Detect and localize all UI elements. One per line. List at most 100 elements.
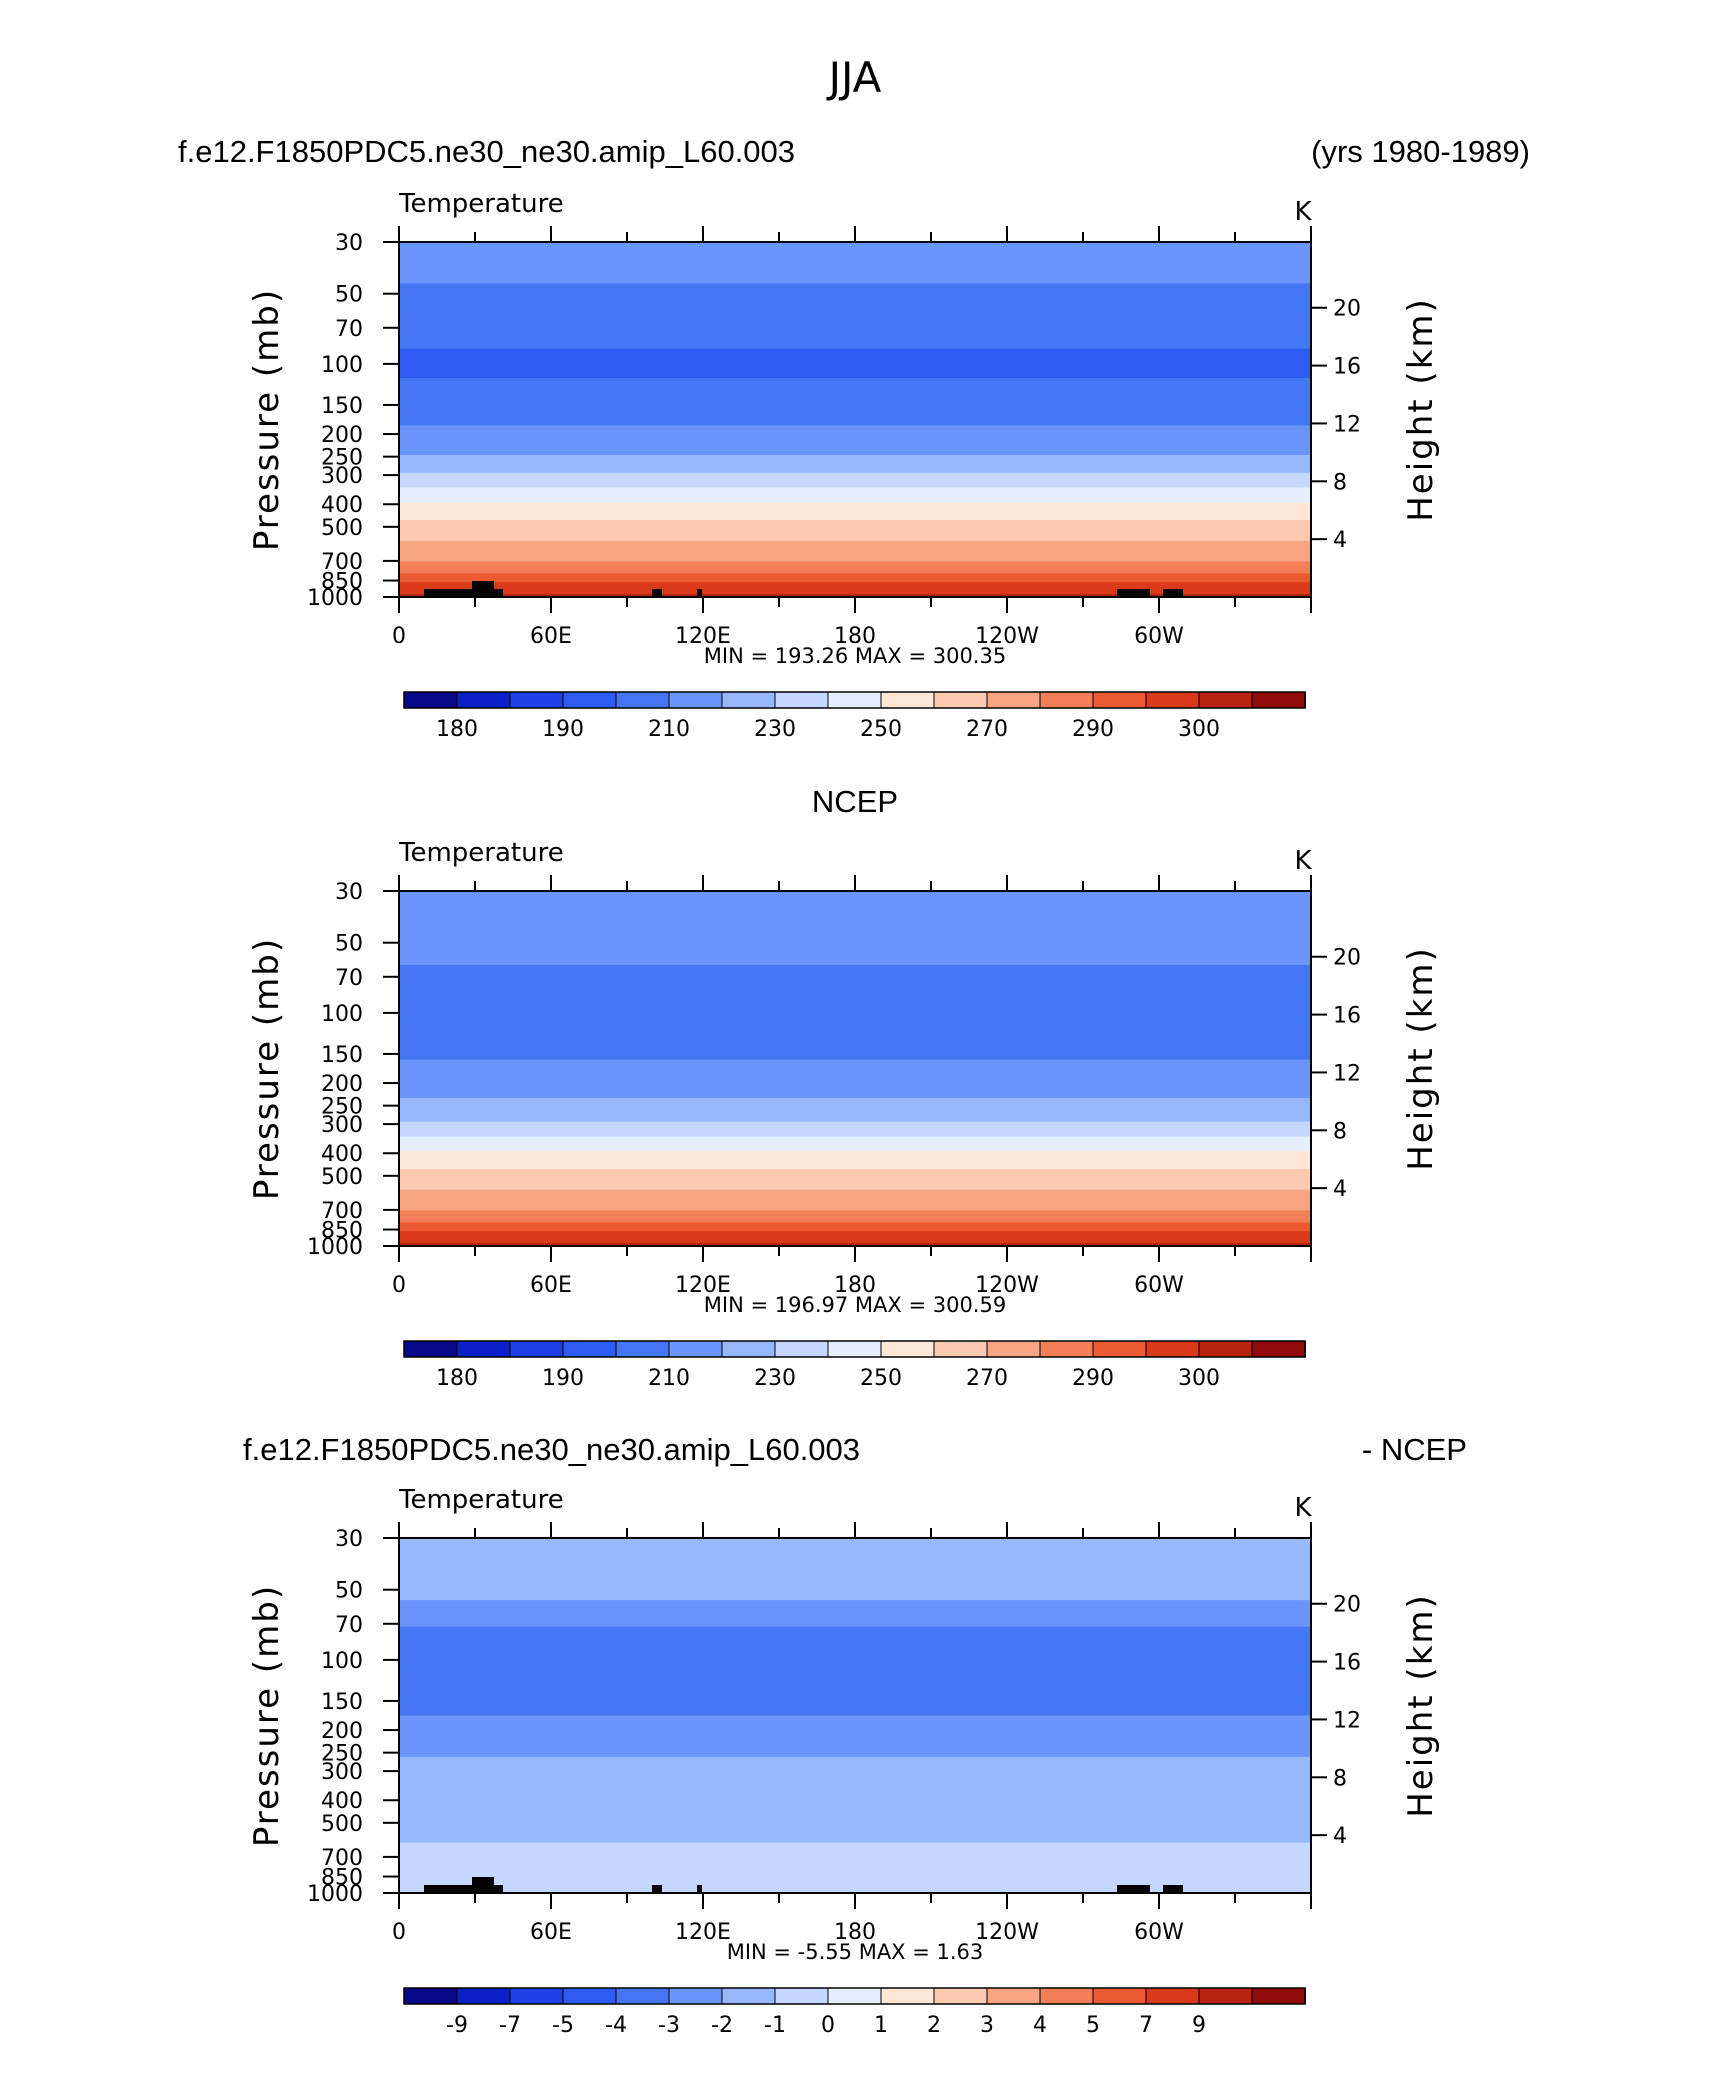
- colorbar-swatch: [615, 691, 670, 709]
- contour-band: [399, 372, 1311, 376]
- contour-band: [399, 531, 1311, 536]
- contour-band: [399, 585, 1311, 589]
- contour-band: [399, 1824, 1311, 1829]
- contour-band: [399, 1777, 1311, 1782]
- contour-band: [399, 298, 1311, 302]
- min-max-label: MIN = 193.26 MAX = 300.35: [704, 644, 1006, 668]
- contour-band: [399, 265, 1311, 270]
- topography-mask: [472, 1877, 494, 1893]
- contour-band: [399, 1671, 1311, 1675]
- pressure-tick-label: 700: [321, 1199, 363, 1224]
- contour-band: [399, 1697, 1311, 1702]
- contour-band: [399, 1585, 1311, 1589]
- lon-tick-label: 60W: [1134, 1273, 1184, 1298]
- lon-tick-label: 60E: [530, 1920, 572, 1945]
- contour-band: [399, 502, 1311, 506]
- lon-tick-label: 120E: [675, 624, 731, 649]
- pressure-tick-label: 250: [321, 1742, 363, 1767]
- colorbar-swatch: [774, 691, 829, 709]
- contour-band: [399, 1074, 1311, 1078]
- contour-band: [399, 351, 1311, 356]
- colorbar-swatch: [827, 691, 882, 709]
- pressure-tick-label: 500: [321, 516, 363, 541]
- colorbar-label: 210: [648, 717, 690, 742]
- contour-band: [399, 1851, 1311, 1856]
- lon-tick-label: 0: [392, 1920, 406, 1945]
- contour-band: [399, 443, 1311, 447]
- colorbar-swatch: [721, 1987, 776, 2005]
- contour-band: [399, 1745, 1311, 1749]
- contour-band: [399, 570, 1311, 574]
- contour-band: [399, 1175, 1311, 1179]
- contour-band: [399, 1842, 1311, 1847]
- contour-band: [399, 1774, 1311, 1779]
- colorbar-swatch: [880, 1987, 935, 2005]
- contour-band: [399, 410, 1311, 415]
- topography-mask: [492, 1885, 503, 1893]
- contour-band: [399, 1635, 1311, 1640]
- colorbar-label: 230: [754, 1366, 796, 1391]
- topography-mask: [424, 589, 478, 597]
- contour-band: [399, 1617, 1311, 1622]
- contour-band: [399, 469, 1311, 474]
- contour-band: [399, 914, 1311, 919]
- colorbar-label: 180: [436, 1366, 478, 1391]
- contour-band: [399, 558, 1311, 563]
- contour-band: [399, 1736, 1311, 1740]
- height-tick-label: 16: [1333, 355, 1361, 380]
- contour-band: [399, 487, 1311, 492]
- topography-mask: [424, 1885, 478, 1893]
- contour-band: [399, 1659, 1311, 1663]
- height-tick-label: 20: [1333, 946, 1361, 971]
- contour-band: [399, 292, 1311, 296]
- contour-band: [399, 1830, 1311, 1835]
- contour-band: [399, 1881, 1311, 1885]
- contour-band: [399, 304, 1311, 308]
- contour-band: [399, 1543, 1311, 1548]
- height-tick-label: 12: [1333, 1061, 1361, 1086]
- contour-band: [399, 997, 1311, 1002]
- contour-band: [399, 1771, 1311, 1776]
- lon-tick-label: 60W: [1134, 624, 1184, 649]
- contour-band: [399, 1662, 1311, 1666]
- topography-mask: [1117, 1885, 1150, 1893]
- pressure-tick-label: 150: [321, 1043, 363, 1068]
- contour-band: [399, 434, 1311, 438]
- season-title: JJA: [826, 53, 882, 102]
- colorbar-swatch: [1092, 1987, 1147, 2005]
- contour-band: [399, 1641, 1311, 1646]
- contour-band: [399, 540, 1311, 545]
- colorbar-swatch: [721, 1340, 776, 1358]
- contour-band: [399, 1080, 1311, 1084]
- min-max-label: MIN = -5.55 MAX = 1.63: [727, 1940, 984, 1964]
- contour-band: [399, 1603, 1311, 1607]
- contour-band: [399, 594, 1311, 598]
- contour-band: [399, 431, 1311, 435]
- contour-band: [399, 1638, 1311, 1643]
- colorbar-label: 300: [1178, 717, 1220, 742]
- lon-tick-label: 120W: [975, 624, 1039, 649]
- left-axis-label: Pressure (mb): [247, 937, 287, 1200]
- contour-band: [399, 1124, 1311, 1129]
- colorbar-label: -9: [446, 2013, 468, 2038]
- contour-band: [399, 1222, 1311, 1226]
- pressure-tick-label: 850: [321, 570, 363, 595]
- pressure-tick-label: 70: [335, 1613, 363, 1638]
- contour-band: [399, 1546, 1311, 1551]
- contour-band: [399, 1582, 1311, 1586]
- contour-band: [399, 452, 1311, 456]
- panel-title: Temperature: [398, 1485, 564, 1515]
- contour-band: [399, 1739, 1311, 1743]
- contour-band: [399, 1748, 1311, 1752]
- colorbar-swatch: [986, 1987, 1041, 2005]
- contour-band: [399, 1857, 1311, 1862]
- contour-band: [399, 1240, 1311, 1244]
- contour-band: [399, 994, 1311, 999]
- contour-band: [399, 1030, 1311, 1034]
- contour-band: [399, 938, 1311, 942]
- contour-band: [399, 1644, 1311, 1649]
- contour-band: [399, 407, 1311, 412]
- pressure-tick-label: 850: [321, 1219, 363, 1244]
- colorbar-swatch: [456, 691, 511, 709]
- contour-band: [399, 591, 1311, 595]
